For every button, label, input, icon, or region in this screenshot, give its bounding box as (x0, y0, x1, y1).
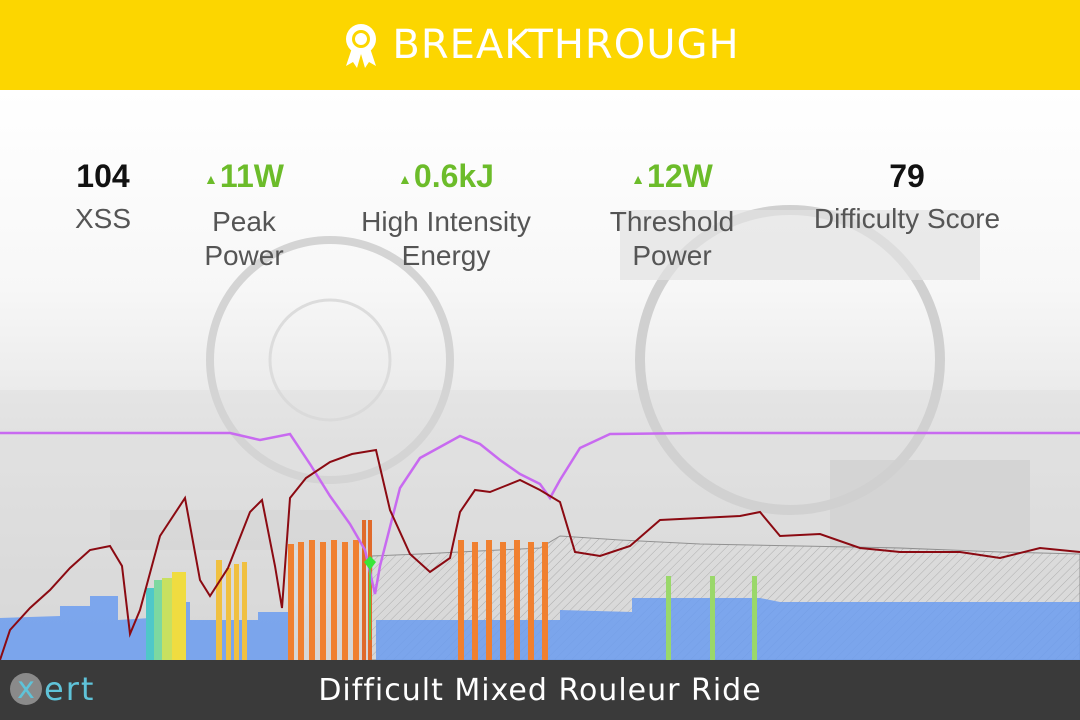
metric-value: ▲11W (204, 158, 284, 194)
mpa-line (0, 431, 1080, 595)
metric-high-intensity-energy: ▲0.6kJ High Intensity Energy (326, 156, 566, 273)
metric-label: Threshold Power (609, 205, 735, 271)
trend-up-icon: ▲ (398, 170, 412, 187)
metric-label: Peak Power (204, 205, 284, 271)
banner-title: BREAKTHROUGH (392, 22, 740, 68)
metric-value: 104 (76, 158, 130, 194)
award-ribbon-icon (346, 24, 377, 68)
power-line (0, 448, 1080, 660)
trend-up-icon: ▲ (204, 170, 218, 187)
metric-threshold-power: ▲12W Threshold Power (552, 156, 792, 273)
metric-value: 79 (889, 158, 925, 194)
metric-value: ▲12W (631, 158, 713, 194)
xert-logo: x ert (10, 670, 95, 708)
ride-footer: x ert Difficult Mixed Rouleur Ride (0, 660, 1080, 720)
metric-label: Difficulty Score (813, 203, 1001, 234)
ride-chart (0, 431, 1080, 660)
metric-label: XSS (74, 203, 132, 234)
trend-up-icon: ▲ (631, 170, 646, 187)
activity-summary-panel: 104 XSS ▲11W Peak Power ▲0.6kJ High Inten… (0, 90, 1080, 660)
ride-name: Difficult Mixed Rouleur Ride (318, 672, 762, 708)
power-base-area (0, 596, 1080, 660)
metric-difficulty-score: 79 Difficulty Score (787, 156, 1027, 236)
xert-logo-text: ert (44, 670, 96, 708)
metric-label: High Intensity Energy (361, 205, 531, 271)
breakthrough-marker (364, 556, 376, 640)
xert-logo-mark: x (10, 673, 42, 705)
breakthrough-banner: BREAKTHROUGH (0, 0, 1080, 90)
metric-value: ▲0.6kJ (398, 158, 494, 194)
metric-peak-power: ▲11W Peak Power (124, 156, 364, 273)
metric-xss: 104 XSS (0, 156, 223, 236)
